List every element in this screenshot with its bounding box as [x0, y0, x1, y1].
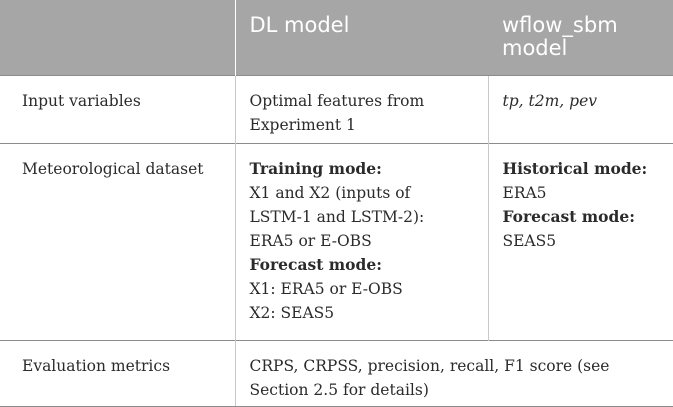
- evaluation-metrics-line-1: CRPS, CRPSS, precision, recall, F1 score…: [250, 354, 673, 378]
- row-label-input-variables: Input variables: [0, 75, 235, 143]
- table-row-input-variables: Input variables Optimal features from Ex…: [0, 75, 673, 143]
- row-label-meteorological-dataset: Meteorological dataset: [0, 143, 235, 340]
- dl-input-line-2: Experiment 1: [250, 113, 488, 137]
- wflow-input-variables: tp, t2m, pev: [488, 75, 673, 143]
- dl-training-mode-title: Training mode:: [250, 157, 488, 181]
- header-dl-model: DL model: [235, 0, 488, 75]
- dl-forecast-mode-title: Forecast mode:: [250, 253, 488, 277]
- table-row-meteorological-dataset: Meteorological dataset Training mode: X1…: [0, 143, 673, 340]
- dl-input-line-1: Optimal features from: [250, 89, 488, 113]
- dl-input-variables: Optimal features from Experiment 1: [235, 75, 488, 143]
- wflow-historical-mode-title: Historical mode:: [503, 157, 673, 181]
- evaluation-metrics-merged: CRPS, CRPSS, precision, recall, F1 score…: [235, 340, 673, 406]
- dl-training-line-3: ERA5 or E-OBS: [250, 229, 488, 253]
- wflow-historical-value: ERA5: [503, 181, 673, 205]
- dl-forecast-line-1: X1: ERA5 or E-OBS: [250, 277, 488, 301]
- dl-meteorological-dataset: Training mode: X1 and X2 (inputs of LSTM…: [235, 143, 488, 340]
- wflow-forecast-value: SEAS5: [503, 229, 673, 253]
- table-header-row: DL model wflow_sbm model: [0, 0, 673, 75]
- wflow-forecast-mode-title: Forecast mode:: [503, 205, 673, 229]
- dl-training-line-1: X1 and X2 (inputs of: [250, 181, 488, 205]
- dl-forecast-line-2: X2: SEAS5: [250, 301, 488, 325]
- table-row-evaluation-metrics: Evaluation metrics CRPS, CRPSS, precisio…: [0, 340, 673, 406]
- dl-training-line-2: LSTM-1 and LSTM-2):: [250, 205, 488, 229]
- header-empty-cell: [0, 0, 235, 75]
- row-label-evaluation-metrics: Evaluation metrics: [0, 340, 235, 406]
- evaluation-metrics-line-2: Section 2.5 for details): [250, 378, 673, 402]
- header-wflow-model: wflow_sbm model: [488, 0, 673, 75]
- wflow-meteorological-dataset: Historical mode: ERA5 Forecast mode: SEA…: [488, 143, 673, 340]
